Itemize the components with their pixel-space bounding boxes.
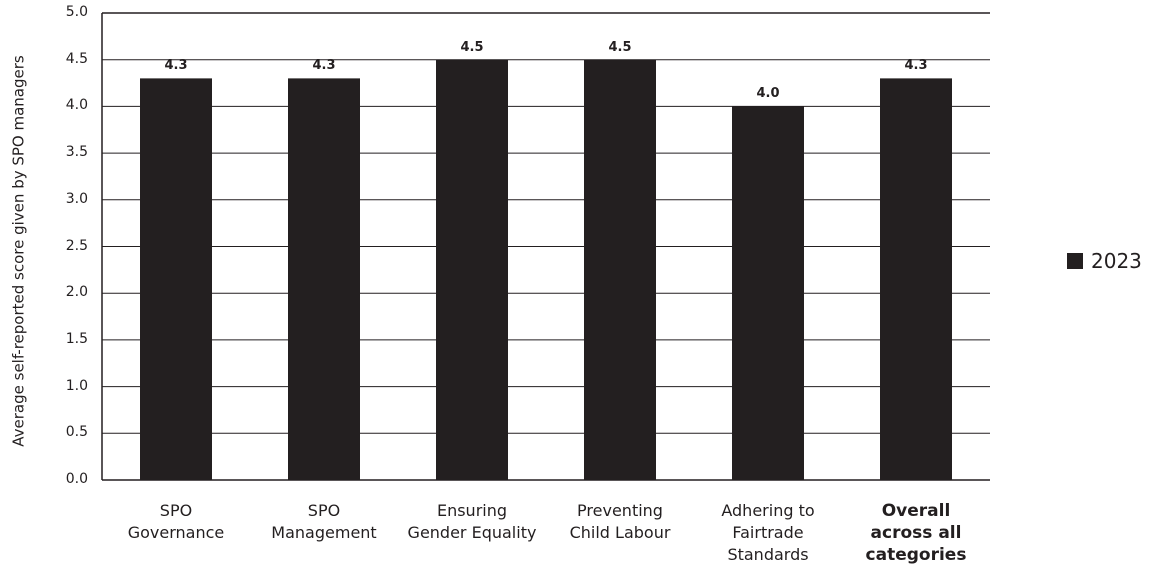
y-tick-label: 0.0 [65, 471, 88, 487]
y-tick-label: 3.0 [65, 190, 88, 207]
y-tick-label: 4.5 [65, 50, 88, 67]
y-tick-label: 3.5 [65, 144, 88, 161]
data-label-2: 4.5 [460, 39, 484, 55]
x-category-label-2: Ensuring Gender Equality [407, 501, 537, 542]
x-category-label-3: Preventing Child Labour [569, 501, 671, 542]
y-axis-label: Average self-reported score given by SPO… [9, 54, 28, 447]
legend-label-2023: 2023 [1091, 249, 1142, 273]
x-category-label-4: Adhering to Fairtrade Standards [721, 501, 815, 564]
bar-1 [288, 78, 360, 480]
x-category-label-5: Overall across all categories [865, 501, 967, 565]
y-tick-label: 1.0 [65, 377, 88, 394]
bar-3 [584, 59, 656, 480]
bar-2 [436, 59, 508, 480]
x-category-label-1: SPO Management [271, 501, 377, 542]
bar-4 [732, 106, 804, 481]
x-category-label-0: SPO Governance [127, 501, 225, 542]
data-label-0: 4.3 [164, 58, 188, 74]
y-tick-label: 2.5 [65, 237, 88, 254]
data-label-5: 4.3 [904, 58, 928, 74]
bar-5 [880, 78, 952, 480]
y-tick-label: 1.5 [65, 330, 88, 347]
y-tick-label: 4.0 [65, 97, 88, 114]
data-label-1: 4.3 [312, 58, 336, 74]
legend: 2023 [1067, 249, 1142, 273]
gridlines [102, 12, 990, 481]
y-tick-label: 2.0 [65, 284, 88, 301]
bars [140, 59, 952, 481]
y-tick-label: 5.0 [65, 4, 88, 20]
legend-swatch-2023 [1067, 253, 1083, 269]
y-tick-label: 0.5 [65, 424, 88, 441]
data-label-4: 4.0 [756, 86, 780, 102]
data-label-3: 4.5 [608, 39, 632, 55]
bar-0 [140, 78, 212, 480]
